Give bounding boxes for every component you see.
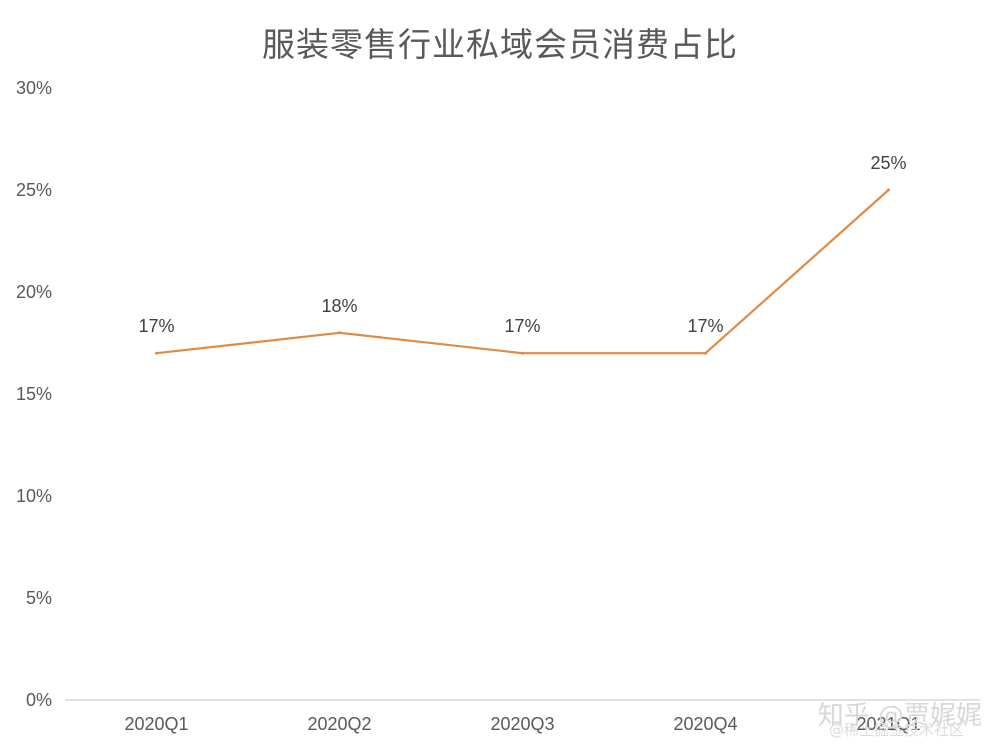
y-tick-label: 5%	[26, 588, 52, 608]
x-tick-label: 2021Q1	[856, 714, 920, 734]
data-label: 18%	[321, 296, 357, 316]
data-point	[704, 351, 707, 355]
x-tick-label: 2020Q3	[490, 714, 554, 734]
x-tick-label: 2020Q2	[307, 714, 371, 734]
x-axis: 2020Q1 2020Q2 2020Q3 2020Q4 2021Q1	[65, 699, 980, 734]
data-point	[521, 351, 524, 355]
data-point	[887, 188, 890, 192]
data-label: 25%	[870, 153, 906, 173]
watermark-sub: @稀土掘金技术社区	[828, 721, 964, 739]
data-label: 17%	[687, 316, 723, 336]
data-point	[155, 351, 158, 355]
y-tick-label: 30%	[16, 78, 52, 98]
chart-title: 服装零售行业私域会员消费占比	[262, 25, 738, 64]
data-label: 17%	[138, 316, 174, 336]
x-tick-label: 2020Q1	[124, 714, 188, 734]
y-axis-tick-labels: 0% 5% 10% 15% 20% 25% 30%	[16, 78, 52, 710]
series-group	[155, 188, 890, 355]
data-labels: 17% 18% 17% 17% 25%	[138, 153, 906, 336]
y-tick-label: 15%	[16, 384, 52, 404]
x-tick-label: 2020Q4	[673, 714, 737, 734]
y-tick-label: 0%	[26, 690, 52, 710]
watermark: 知乎 @贾娓娓	[817, 701, 982, 731]
y-tick-label: 25%	[16, 180, 52, 200]
data-label: 17%	[504, 316, 540, 336]
data-point	[338, 331, 341, 335]
y-tick-label: 10%	[16, 486, 52, 506]
y-tick-label: 20%	[16, 282, 52, 302]
